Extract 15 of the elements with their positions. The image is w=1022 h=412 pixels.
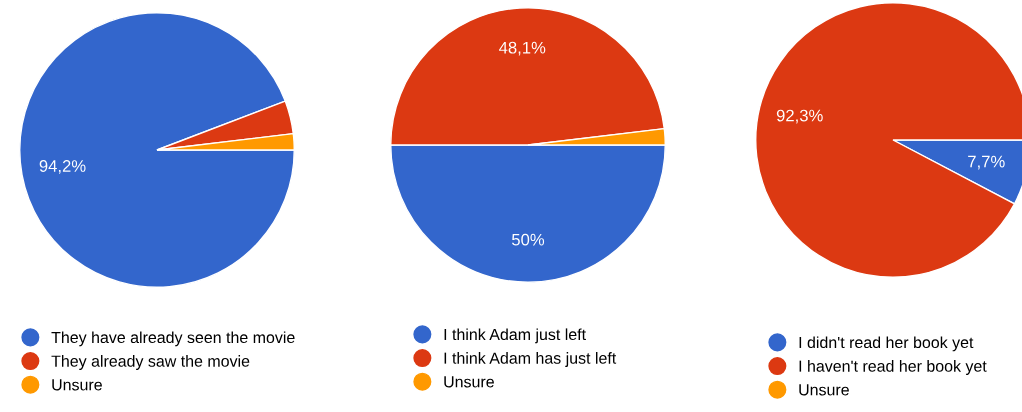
legend-label: I think Adam just left xyxy=(444,328,586,344)
legend-label: They have already seen the movie xyxy=(51,331,295,347)
legend-label: Unsure xyxy=(444,376,494,388)
data-label: 50% xyxy=(511,233,545,246)
legend-label: They already saw the movie xyxy=(51,355,250,370)
pie-slice xyxy=(19,12,295,288)
data-label: 92,3% xyxy=(776,109,823,124)
legend-label: I didn't read her book yet xyxy=(799,336,974,352)
legend-label: Unsure xyxy=(799,384,849,396)
legend-label: I haven't read her book yet xyxy=(799,360,987,375)
legend-label: I think Adam has just left xyxy=(444,352,617,367)
legend-label: Unsure xyxy=(52,379,102,391)
data-label: 94,2% xyxy=(39,160,86,174)
data-label: 7,7% xyxy=(968,155,1005,170)
data-label: 48,1% xyxy=(499,41,546,56)
